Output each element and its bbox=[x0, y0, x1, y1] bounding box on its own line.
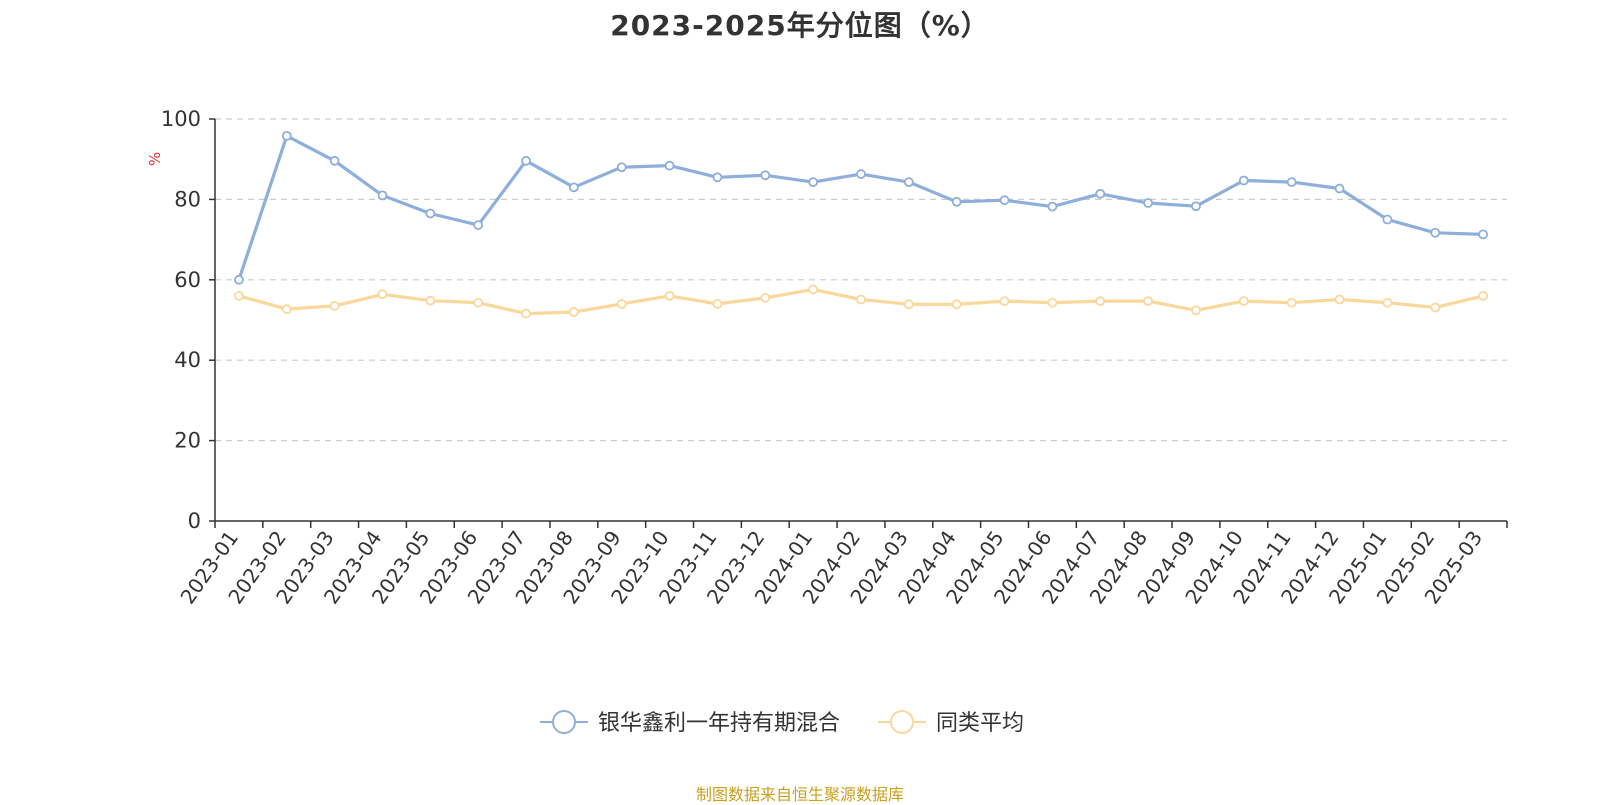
data-point bbox=[1095, 188, 1106, 199]
data-point bbox=[856, 294, 866, 305]
data-point bbox=[1238, 175, 1249, 186]
data-point bbox=[1047, 297, 1058, 308]
y-tick-label: 60 bbox=[174, 268, 201, 292]
y-axis-label: % bbox=[146, 152, 164, 166]
data-point bbox=[1191, 201, 1201, 212]
data-point bbox=[1334, 294, 1345, 305]
data-point bbox=[1238, 296, 1249, 307]
data-point bbox=[568, 182, 579, 193]
y-tick-label: 20 bbox=[174, 429, 201, 453]
data-point bbox=[1478, 290, 1488, 301]
data-point bbox=[1430, 227, 1441, 238]
data-point bbox=[521, 155, 531, 166]
data-point bbox=[664, 290, 675, 301]
data-point bbox=[473, 220, 484, 231]
data-point bbox=[951, 299, 962, 310]
data-point bbox=[1382, 214, 1393, 225]
data-point bbox=[1095, 296, 1106, 307]
data-point bbox=[281, 130, 292, 141]
data-point bbox=[234, 274, 244, 285]
data-point bbox=[281, 304, 292, 315]
grid-lines bbox=[215, 118, 1507, 442]
data-point bbox=[329, 155, 340, 166]
legend-item-1: 同类平均 bbox=[878, 710, 1024, 736]
data-point bbox=[951, 196, 962, 207]
series-lines bbox=[234, 130, 1488, 319]
data-point bbox=[425, 295, 436, 306]
data-point bbox=[1382, 297, 1393, 308]
data-point bbox=[377, 190, 388, 201]
data-point bbox=[377, 289, 388, 300]
data-point bbox=[999, 195, 1010, 206]
y-tick-label: 100 bbox=[161, 107, 201, 131]
legend-label: 同类平均 bbox=[936, 711, 1024, 736]
legend-marker bbox=[890, 710, 914, 734]
data-point bbox=[1143, 296, 1154, 307]
data-point bbox=[521, 308, 531, 319]
data-point bbox=[616, 162, 627, 173]
data-point bbox=[329, 301, 340, 311]
data-point bbox=[473, 297, 484, 308]
y-tick-label: 80 bbox=[174, 187, 201, 211]
data-point bbox=[760, 292, 771, 303]
data-point bbox=[1286, 297, 1297, 308]
series-line bbox=[237, 134, 1485, 282]
data-point bbox=[808, 177, 819, 188]
source-note: 制图数据来自恒生聚源数据库 bbox=[695, 785, 904, 804]
data-point bbox=[903, 299, 914, 310]
data-point bbox=[1334, 183, 1345, 194]
y-tick-label: 0 bbox=[188, 509, 201, 533]
legend-label: 银华鑫利一年持有期混合 bbox=[598, 711, 840, 736]
data-point bbox=[664, 160, 675, 171]
series-1 bbox=[234, 284, 1488, 319]
chart-title: 2023-2025年分位图（%） bbox=[610, 9, 990, 42]
data-point bbox=[616, 299, 627, 309]
legend-item-0: 银华鑫利一年持有期混合 bbox=[540, 710, 840, 736]
data-point bbox=[712, 172, 723, 183]
legend-marker bbox=[552, 710, 576, 734]
data-point bbox=[568, 307, 579, 317]
legend: 银华鑫利一年持有期混合 同类平均 bbox=[540, 710, 1024, 736]
data-point bbox=[425, 208, 436, 219]
data-point bbox=[856, 169, 866, 179]
data-point bbox=[760, 170, 771, 181]
data-point bbox=[1047, 201, 1058, 212]
data-point bbox=[1191, 305, 1201, 316]
series-0 bbox=[234, 130, 1488, 285]
data-point bbox=[903, 177, 914, 188]
data-point bbox=[999, 296, 1010, 307]
data-point bbox=[234, 290, 244, 301]
data-point bbox=[712, 299, 723, 309]
data-point bbox=[1430, 302, 1441, 313]
data-point bbox=[1143, 198, 1154, 208]
data-point bbox=[808, 284, 819, 295]
y-tick-label: 40 bbox=[174, 348, 201, 372]
data-point bbox=[1286, 177, 1297, 188]
data-point bbox=[1478, 229, 1488, 240]
